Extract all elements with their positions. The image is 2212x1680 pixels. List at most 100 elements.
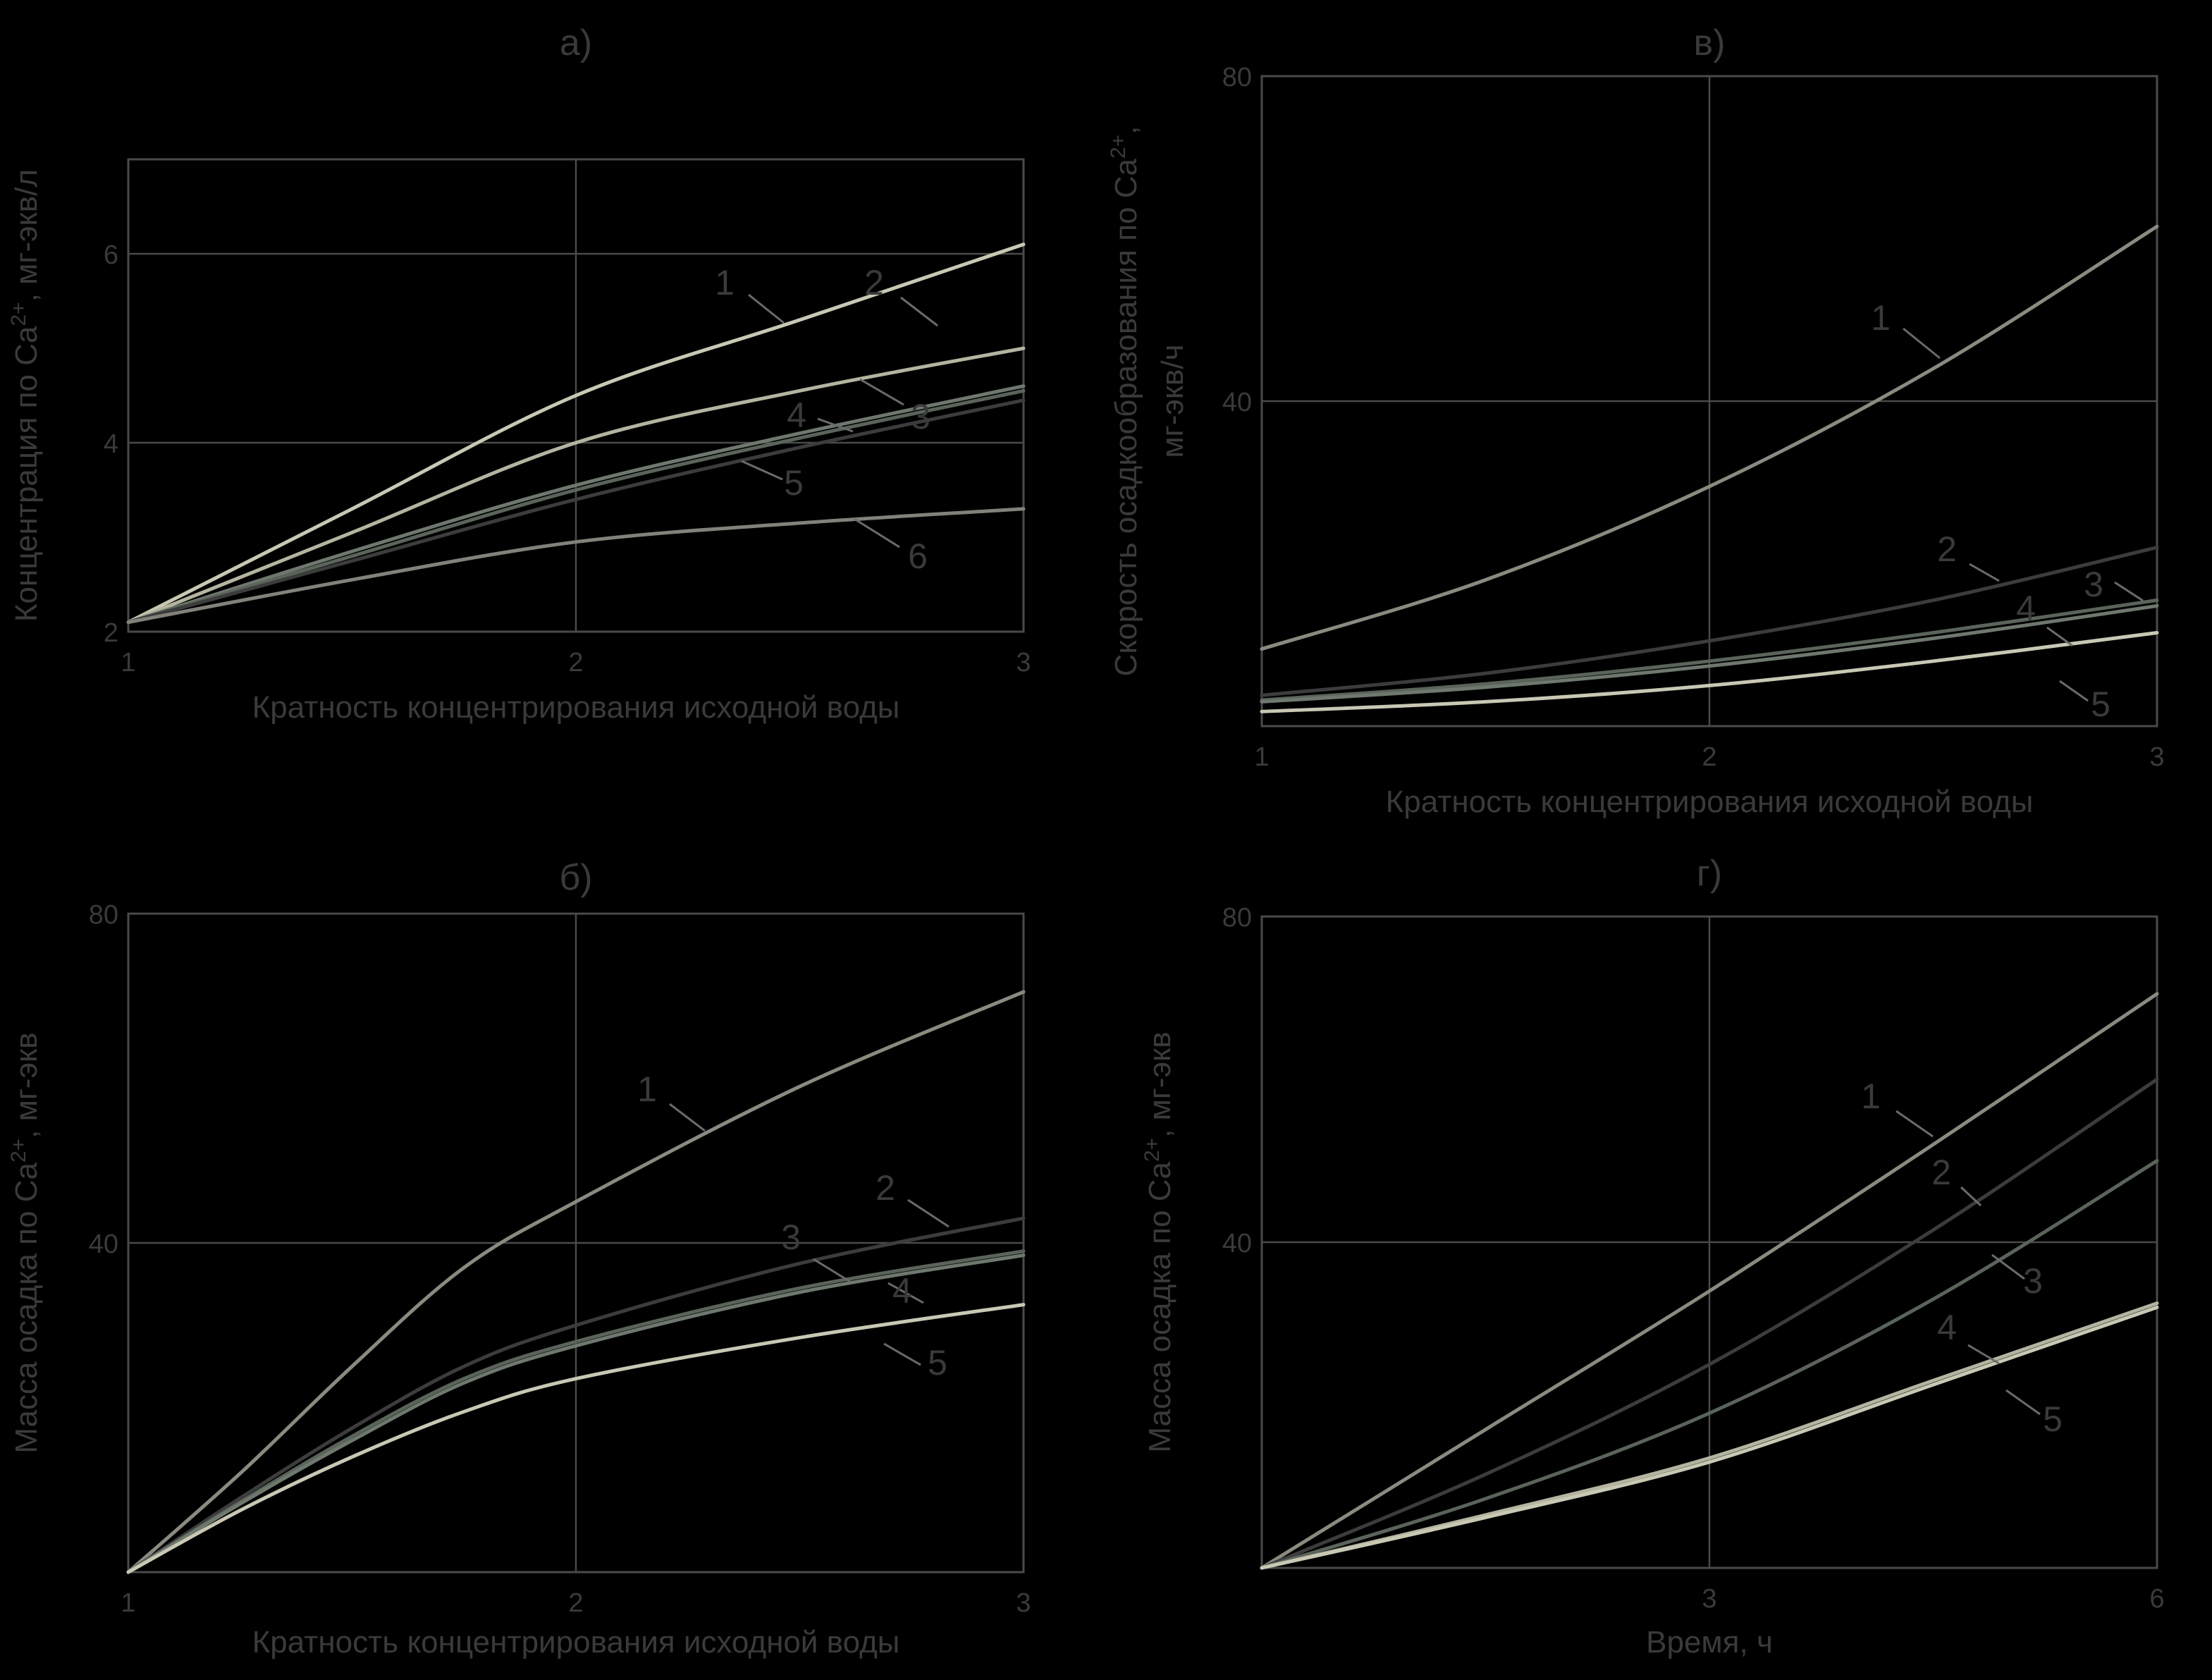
chart-a-xtick-label: 3 (1016, 648, 1031, 677)
chart-g-plot-frame (1260, 915, 2158, 1569)
chart-v-xtick-label: 1 (1254, 742, 1269, 772)
chart-v-xtick-label: 2 (1702, 742, 1716, 772)
chart-v-series-4-leader (2046, 626, 2073, 647)
chart-v-series-5-line (1260, 631, 2159, 713)
chart-a-series-4-leader (817, 417, 854, 433)
chart-b-title: б) (559, 857, 592, 898)
chart-a-y-axis-title-sup: 2+ (7, 302, 30, 326)
chart-b-xtick-label: 2 (568, 1588, 583, 1618)
chart-g-series-1-leader (1895, 1110, 1934, 1138)
chart-v-x-axis-title: Кратность концентрирования исходной воды (1386, 785, 2034, 819)
chart-v-series-5-label: 5 (2091, 685, 2110, 724)
chart-g-series-3-label: 3 (2023, 1261, 2043, 1301)
chart-g-series-3-leader (1991, 1253, 2025, 1280)
chart-b-series-2-leader (907, 1198, 950, 1228)
chart-v-series-1-leader (1903, 327, 1941, 360)
chart-a-title: а) (560, 23, 592, 63)
chart-b-series-4-label: 4 (892, 1271, 912, 1311)
chart-b-series-4-leader (887, 1282, 924, 1304)
chart-b-xtick-label: 3 (1016, 1588, 1031, 1618)
chart-b-series-3-leader (813, 1258, 851, 1283)
chart-v-y-axis-title-sup: 2+ (1107, 135, 1130, 159)
chart-a-series-4-line (126, 388, 1026, 625)
chart-a-ytick-label: 4 (104, 429, 118, 459)
chart-a-plot-frame (127, 158, 1025, 633)
chart-v-series-1-label: 1 (1871, 298, 1891, 338)
chart-a-series-4-label: 4 (787, 396, 806, 435)
chart-g-series-5-line (1260, 1305, 2159, 1570)
chart-v-y-axis-title-text: Скорость осадкообразования по Ca (1109, 159, 1143, 677)
chart-v-ytick-label: 40 (1222, 388, 1252, 417)
chart-a-y-axis-title-text: Концентрация по Ca (9, 326, 44, 622)
chart-v-series-4-label: 4 (2016, 589, 2036, 628)
chart-g: 3 6 40 80 г) Время, ч Масса осадка по Ca2+, мг… (1141, 853, 2165, 1660)
chart-b-series-2-line (126, 1216, 1026, 1574)
chart-a-series-1-line (126, 243, 1026, 625)
chart-a-series-2-leader (900, 296, 938, 327)
chart-a-series-3-leader (859, 378, 904, 406)
chart-v: 1 2 3 40 80 в) Кратность концентрирования исхо… (1107, 23, 2165, 819)
chart-b-ytick-label: 40 (89, 1230, 118, 1259)
chart-v-series-2-leader (1969, 563, 2000, 582)
chart-b-ytick-label: 80 (89, 900, 118, 930)
chart-b-x-axis-title: Кратность концентрирования исходной воды (252, 1625, 900, 1660)
chart-a-series-2-label: 2 (864, 263, 884, 302)
chart-v-series-3-label: 3 (2084, 565, 2103, 604)
chart-b-series-1-label: 1 (637, 1069, 657, 1109)
chart-a-series-6-label: 6 (908, 537, 928, 576)
chart-a-ytick-label: 2 (104, 618, 118, 648)
chart-g-series-4-leader (1967, 1344, 2000, 1365)
chart-g-series-4-label: 4 (1937, 1308, 1957, 1347)
chart-g-ytick-label: 40 (1222, 1229, 1252, 1258)
chart-v-xtick-label: 3 (2149, 742, 2164, 772)
chart-v-y-axis-title-unit: , (1109, 126, 1143, 135)
chart-v-series-1-line (1260, 224, 2159, 651)
chart-a-series-3-label: 3 (911, 397, 930, 436)
chart-v-y-axis-title: Скорость осадкообразования по Ca2+, (1107, 126, 1143, 677)
chart-g-xtick-label: 6 (2149, 1584, 2164, 1614)
chart-b-series-1-line (126, 990, 1026, 1574)
chart-g-series-2-leader (1960, 1186, 1982, 1207)
chart-a-series-5-label: 5 (784, 463, 804, 503)
chart-b-series-5-leader (883, 1342, 921, 1366)
chart-b-series-1-leader (669, 1103, 706, 1132)
chart-g-series-1-line (1260, 992, 2159, 1570)
chart-b: 1 2 3 40 80 б) Кратность концентрирования исхо… (7, 857, 1031, 1660)
chart-v-series-2-label: 2 (1937, 529, 1957, 569)
chart-v-series-4-line (1260, 603, 2159, 704)
chart-g-series-3-line (1260, 1159, 2159, 1570)
chart-b-y-axis-title-text: Масса осадка по Ca (9, 1163, 44, 1454)
chart-a-series-5-line (126, 398, 1026, 625)
chart-b-series-5-line (126, 1303, 1026, 1574)
chart-a-y-axis-title-unit: , мг-экв/л (9, 169, 44, 302)
chart-g-series-5-leader (2005, 1389, 2041, 1416)
chart-g-y-axis-title-sup: 2+ (1141, 1138, 1164, 1162)
chart-v-plot-frame (1260, 75, 2158, 728)
chart-a-y-axis-title: Концентрация по Ca2+, мг-экв/л (7, 169, 44, 622)
chart-g-series-2-line (1260, 1077, 2159, 1570)
chart-b-y-axis-title-unit: , мг-экв (9, 1032, 44, 1138)
chart-b-plot-frame (127, 912, 1025, 1574)
chart-g-series-2-label: 2 (1931, 1153, 1951, 1192)
chart-a-series-3-line (126, 384, 1026, 625)
chart-a-series-5-leader (741, 460, 783, 481)
chart-v-series-3-leader (2114, 581, 2144, 602)
chart-v-y-axis-title-line2: мг-экв/ч (1155, 344, 1190, 458)
chart-b-series-3-label: 3 (781, 1218, 801, 1257)
chart-g-series-5-label: 5 (2043, 1399, 2063, 1439)
chart-b-series-5-label: 5 (928, 1343, 947, 1382)
chart-v-series-3-line (1260, 598, 2159, 702)
chart-b-xtick-label: 1 (121, 1588, 135, 1618)
chart-g-ytick-label: 80 (1222, 903, 1252, 933)
chart-a-x-axis-title: Кратность концентрирования исходной воды (252, 690, 900, 725)
chart-a-xtick-label: 2 (568, 648, 583, 677)
chart-g-xtick-label: 3 (1702, 1584, 1716, 1614)
chart-b-series-2-label: 2 (875, 1168, 895, 1208)
chart-a-series-1-label: 1 (715, 263, 735, 302)
chart-a-ytick-label: 6 (104, 240, 118, 270)
chart-g-y-axis-title-text: Масса осадка по Ca (1143, 1162, 1177, 1453)
chart-b-y-axis-title: Масса осадка по Ca2+, мг-экв (7, 1032, 44, 1453)
chart-a-xtick-label: 1 (121, 648, 135, 677)
